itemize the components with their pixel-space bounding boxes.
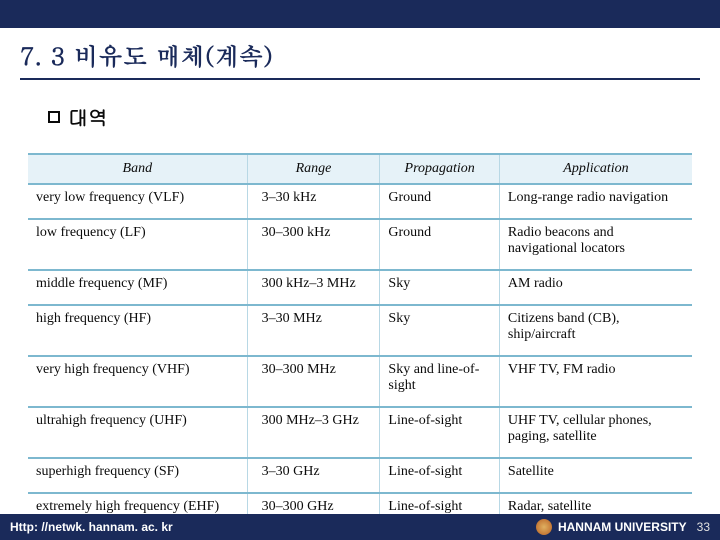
slide-title: 7. 3 비유도 매체(계속) [20,38,700,72]
cell-propagation: Sky and line-of-sight [380,356,500,407]
cell-band: middle frequency (MF) [28,270,247,305]
cell-propagation: Ground [380,184,500,219]
col-header-propagation: Propagation [380,154,500,184]
table-row: ultrahigh frequency (UHF) 300 MHz–3 GHz … [28,407,692,458]
cell-range: 3–30 GHz [247,458,380,493]
col-header-band: Band [28,154,247,184]
cell-application: Long-range radio navigation [499,184,692,219]
cell-application: Citizens band (CB), ship/aircraft [499,305,692,356]
cell-band: ultrahigh frequency (UHF) [28,407,247,458]
table-row: very low frequency (VLF) 3–30 kHz Ground… [28,184,692,219]
cell-propagation: Line-of-sight [380,458,500,493]
table-body: very low frequency (VLF) 3–30 kHz Ground… [28,184,692,528]
cell-propagation: Line-of-sight [380,407,500,458]
cell-propagation: Sky [380,270,500,305]
col-header-application: Application [499,154,692,184]
cell-range: 3–30 MHz [247,305,380,356]
frequency-table: Band Range Propagation Application very … [28,153,692,529]
footer-url: Http: //netwk. hannam. ac. kr [10,520,536,534]
footer: Http: //netwk. hannam. ac. kr HANNAM UNI… [0,514,720,540]
cell-application: VHF TV, FM radio [499,356,692,407]
table-row: very high frequency (VHF) 30–300 MHz Sky… [28,356,692,407]
cell-band: low frequency (LF) [28,219,247,270]
table-row: middle frequency (MF) 300 kHz–3 MHz Sky … [28,270,692,305]
footer-org: HANNAM UNIVERSITY [558,520,687,534]
slide: 7. 3 비유도 매체(계속) 대역 Band Range Propagatio… [0,0,720,540]
cell-propagation: Ground [380,219,500,270]
title-area: 7. 3 비유도 매체(계속) [0,28,720,84]
cell-band: very high frequency (VHF) [28,356,247,407]
page-number: 33 [697,520,710,534]
table-row: superhigh frequency (SF) 3–30 GHz Line-o… [28,458,692,493]
cell-band: high frequency (HF) [28,305,247,356]
table-container: Band Range Propagation Application very … [0,131,720,529]
cell-range: 3–30 kHz [247,184,380,219]
subtitle-text: 대역 [68,102,108,131]
col-header-range: Range [247,154,380,184]
cell-band: very low frequency (VLF) [28,184,247,219]
table-row: high frequency (HF) 3–30 MHz Sky Citizen… [28,305,692,356]
cell-application: Satellite [499,458,692,493]
table-row: low frequency (LF) 30–300 kHz Ground Rad… [28,219,692,270]
cell-application: UHF TV, cellular phones, paging, satelli… [499,407,692,458]
cell-range: 30–300 kHz [247,219,380,270]
cell-range: 300 MHz–3 GHz [247,407,380,458]
subtitle-area: 대역 [0,84,720,131]
table-header-row: Band Range Propagation Application [28,154,692,184]
cell-range: 30–300 MHz [247,356,380,407]
cell-application: Radio beacons and navigational locators [499,219,692,270]
table-header: Band Range Propagation Application [28,154,692,184]
top-bar [0,0,720,28]
bullet-box-icon [48,111,60,123]
title-underline [20,78,700,80]
cell-band: superhigh frequency (SF) [28,458,247,493]
footer-right: HANNAM UNIVERSITY 33 [536,519,710,535]
cell-propagation: Sky [380,305,500,356]
cell-application: AM radio [499,270,692,305]
cell-range: 300 kHz–3 MHz [247,270,380,305]
university-logo-icon [536,519,552,535]
